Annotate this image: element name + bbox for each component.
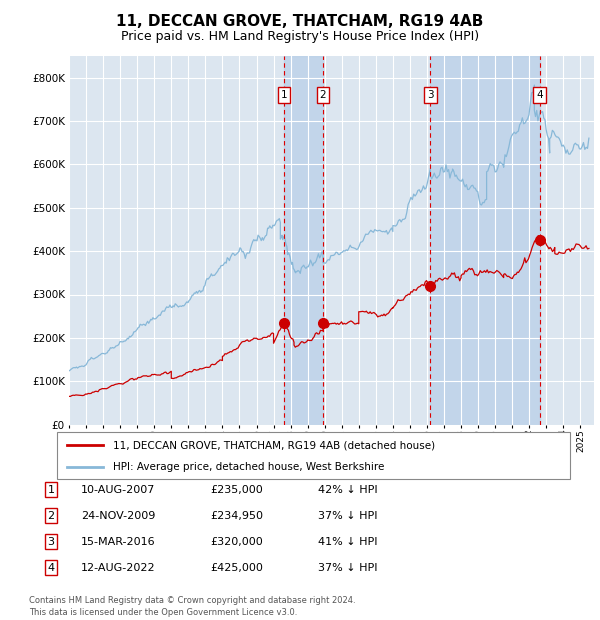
Text: 4: 4 [47, 563, 55, 573]
Text: 10-AUG-2007: 10-AUG-2007 [81, 485, 155, 495]
Text: 12-AUG-2022: 12-AUG-2022 [81, 563, 155, 573]
Text: 41% ↓ HPI: 41% ↓ HPI [318, 537, 377, 547]
Bar [284, 56, 323, 425]
Bar [430, 56, 539, 425]
Text: £425,000: £425,000 [210, 563, 263, 573]
Text: 1: 1 [47, 485, 55, 495]
Text: HPI: Average price, detached house, West Berkshire: HPI: Average price, detached house, West… [113, 462, 385, 472]
Text: £320,000: £320,000 [210, 537, 263, 547]
Text: 42% ↓ HPI: 42% ↓ HPI [318, 485, 377, 495]
Text: 11, DECCAN GROVE, THATCHAM, RG19 4AB (detached house): 11, DECCAN GROVE, THATCHAM, RG19 4AB (de… [113, 440, 436, 450]
Text: 3: 3 [47, 537, 55, 547]
Text: £235,000: £235,000 [210, 485, 263, 495]
Text: 11, DECCAN GROVE, THATCHAM, RG19 4AB: 11, DECCAN GROVE, THATCHAM, RG19 4AB [116, 14, 484, 29]
Text: 3: 3 [427, 90, 434, 100]
Text: Contains HM Land Registry data © Crown copyright and database right 2024.
This d: Contains HM Land Registry data © Crown c… [29, 596, 355, 617]
Text: 1: 1 [281, 90, 287, 100]
Text: 37% ↓ HPI: 37% ↓ HPI [318, 511, 377, 521]
Text: 24-NOV-2009: 24-NOV-2009 [81, 511, 155, 521]
Text: 15-MAR-2016: 15-MAR-2016 [81, 537, 155, 547]
FancyBboxPatch shape [57, 432, 570, 479]
Text: Price paid vs. HM Land Registry's House Price Index (HPI): Price paid vs. HM Land Registry's House … [121, 30, 479, 43]
Text: 2: 2 [320, 90, 326, 100]
Text: 2: 2 [47, 511, 55, 521]
Text: 37% ↓ HPI: 37% ↓ HPI [318, 563, 377, 573]
Text: £234,950: £234,950 [210, 511, 263, 521]
Text: 4: 4 [536, 90, 543, 100]
